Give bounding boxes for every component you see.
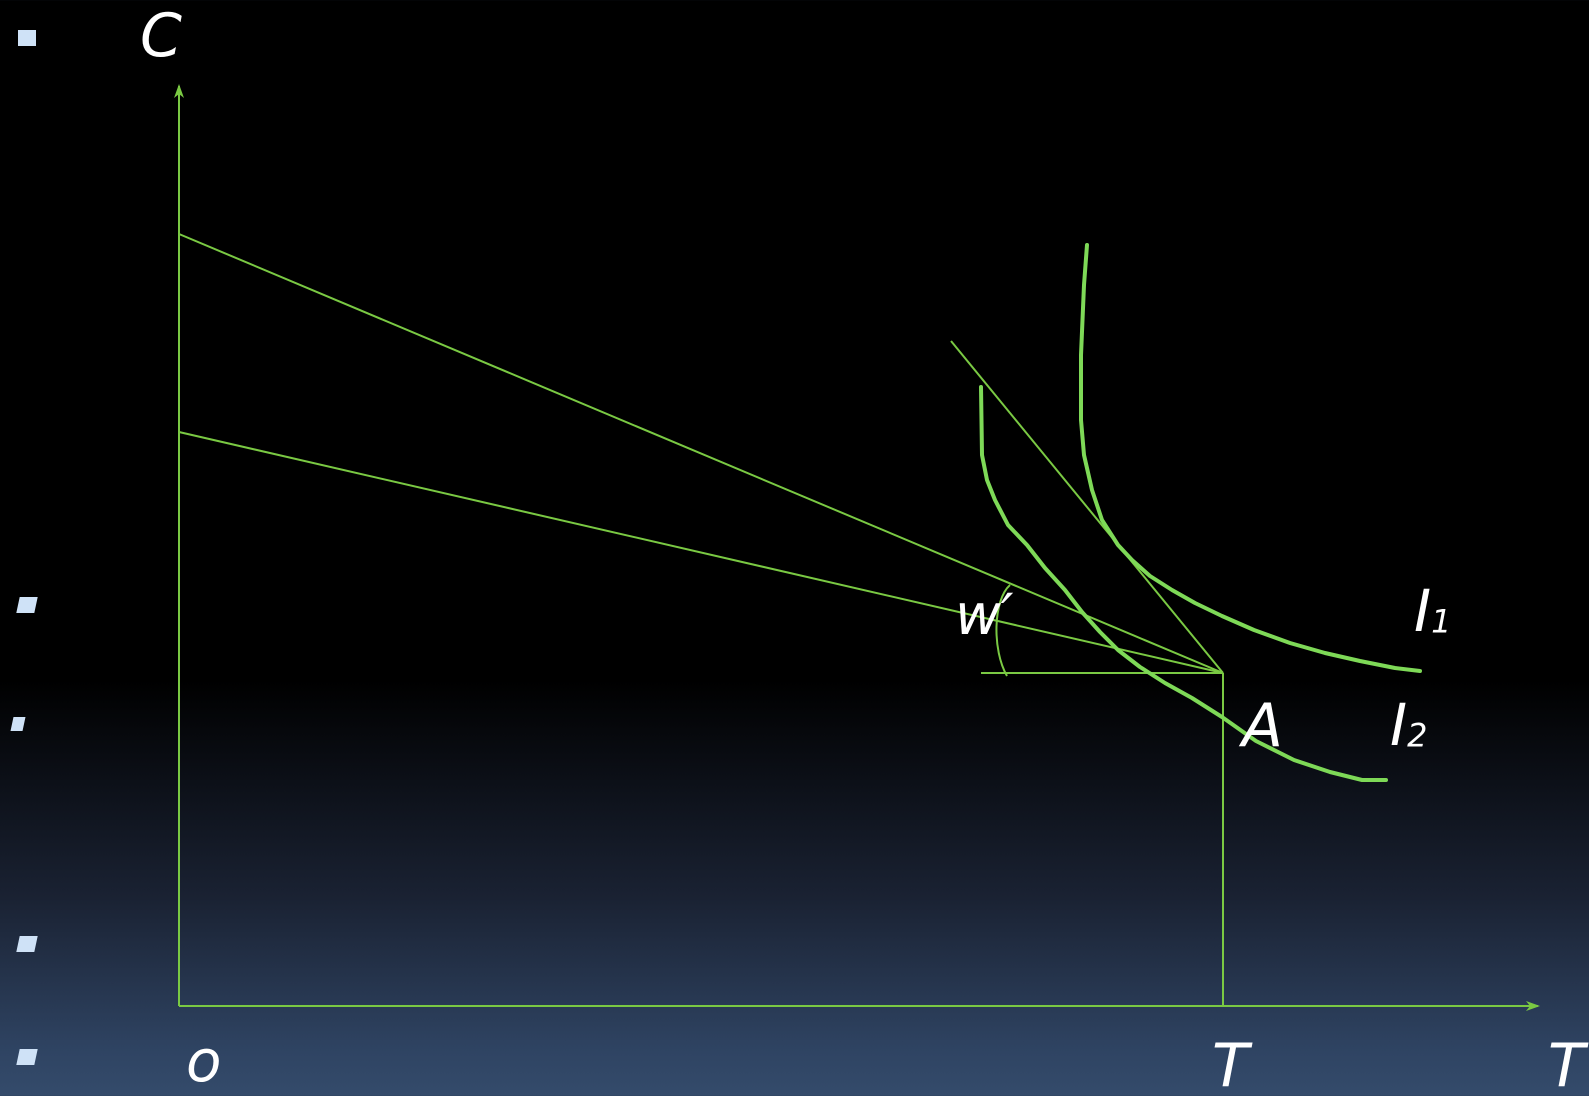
curve-i1-label: I1 bbox=[1414, 582, 1451, 640]
wage-label: w′ bbox=[955, 583, 1014, 648]
curve-i2-label: I2 bbox=[1390, 696, 1427, 754]
indifference-curve-i1 bbox=[1079, 243, 1422, 673]
curve-i2-base: I bbox=[1390, 691, 1408, 759]
y-axis-label: C bbox=[140, 1, 182, 71]
curve-i1-base: I bbox=[1414, 577, 1432, 645]
budget-line-flat bbox=[178, 431, 1224, 674]
x-axis-tick-label: T bbox=[1212, 1031, 1249, 1096]
budget-line-steep bbox=[178, 233, 1224, 674]
x-axis-end-label: T bbox=[1548, 1031, 1585, 1096]
origin-label: o bbox=[186, 1027, 222, 1095]
tangent-line bbox=[950, 340, 1224, 674]
indifference-curve-i2 bbox=[979, 385, 1388, 782]
point-a-label: A bbox=[1242, 691, 1284, 761]
curve-i1-subscript: 1 bbox=[1431, 602, 1452, 641]
curve-i2-subscript: 2 bbox=[1407, 716, 1428, 755]
wage-angle-arc bbox=[995, 584, 1011, 677]
bullet-1-icon bbox=[18, 30, 36, 46]
